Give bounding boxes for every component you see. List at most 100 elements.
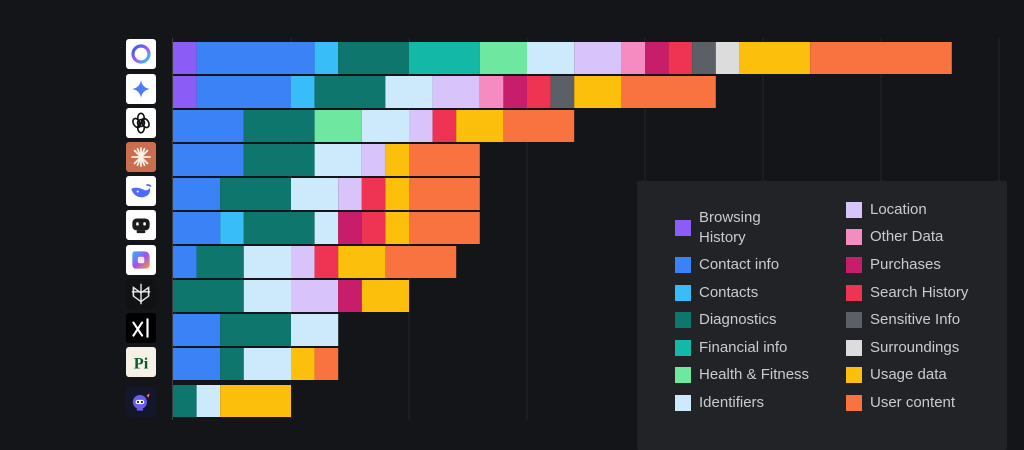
legend-label: Diagnostics (699, 311, 777, 328)
bar-segment-user-content (503, 110, 575, 142)
bar-segment-usage-data (385, 212, 409, 244)
legend-label: Usage data (870, 366, 947, 383)
bar-deepseek (173, 178, 480, 210)
legend-swatch (675, 257, 691, 273)
jasper-logo-icon (126, 387, 156, 417)
bar-segment-identifiers (291, 178, 339, 210)
bar-segment-contact-info (196, 42, 315, 74)
pi-logo-icon: Pi (126, 347, 156, 377)
bar-poe (173, 212, 480, 244)
bar-segment-diagnostics (173, 385, 197, 417)
poe-logo-icon (126, 210, 156, 240)
bar-segment-identifiers (527, 42, 575, 74)
legend-label: Health & Fitness (699, 366, 810, 383)
legend-label: Contacts (699, 284, 759, 301)
legend-label: Identifiers (699, 394, 765, 411)
bar-segment-contact-info (173, 110, 244, 142)
bar-segment-contact-info (196, 76, 291, 108)
legend-item: Location (846, 200, 927, 220)
bar-segment-purchases (338, 212, 362, 244)
bar-segment-search-history (361, 178, 386, 210)
legend-label: Location (870, 201, 927, 218)
bar-segment-contact-info (173, 348, 221, 380)
meta-ai-logo-icon (126, 39, 156, 69)
bar-segment-identifiers (314, 212, 339, 244)
bar-segment-usage-data (456, 110, 504, 142)
legend-swatch (846, 202, 862, 218)
bar-segment-contacts (291, 76, 315, 108)
bar-segment-browsing-history (173, 42, 197, 74)
bar-segment-diagnostics (314, 76, 386, 108)
deepseek-logo-icon (126, 176, 156, 206)
bar-segment-other-data (479, 76, 504, 108)
legend-item: Search History (846, 283, 968, 303)
bar-segment-contacts (220, 212, 244, 244)
bar-segment-search-history (314, 246, 339, 278)
bar-pi (173, 348, 339, 380)
bar-segment-identifiers (291, 314, 339, 346)
legend-swatch (675, 312, 691, 328)
legend-swatch (846, 340, 862, 356)
bar-segment-identifiers (243, 348, 291, 380)
legend-swatch (846, 229, 862, 245)
bar-segment-other-data (621, 42, 645, 74)
legend-swatch (675, 395, 691, 411)
bar-segment-location (409, 110, 433, 142)
legend: Browsing History Contact info Contacts D… (637, 181, 1007, 450)
bar-segment-location (291, 246, 315, 278)
bar-segment-user-content (385, 246, 457, 278)
bar-meta-ai (173, 42, 952, 74)
bar-segment-sensitive-info (550, 76, 575, 108)
claude-logo-icon (126, 142, 156, 172)
bar-segment-user-content (409, 178, 480, 210)
bar-segment-search-history (361, 212, 386, 244)
bar-segment-location (432, 76, 480, 108)
legend-swatch (675, 340, 691, 356)
grok-logo-icon (126, 313, 156, 343)
legend-swatch (675, 367, 691, 383)
bar-segment-identifiers (243, 246, 291, 278)
bar-segment-identifiers (196, 385, 221, 417)
legend-item: Identifiers (675, 393, 764, 413)
bar-segment-location (361, 144, 386, 176)
bar-perplexity (173, 280, 409, 312)
bar-segment-purchases (503, 76, 527, 108)
bar-segment-purchases (338, 280, 362, 312)
bar-segment-browsing-history (173, 76, 197, 108)
bar-segment-diagnostics (173, 280, 244, 312)
bar-segment-diagnostics (243, 212, 315, 244)
legend-swatch (675, 285, 691, 301)
legend-swatch (846, 312, 862, 328)
legend-item: Financial info (675, 338, 787, 358)
bars (173, 42, 952, 417)
legend-label: Other Data (870, 228, 944, 245)
bar-segment-contact-info (173, 144, 244, 176)
bar-segment-financial-info (409, 42, 480, 74)
bar-segment-user-content (314, 348, 339, 380)
legend-swatch (846, 257, 862, 273)
bar-segment-health-fitness (479, 42, 527, 74)
bar-segment-search-history (668, 42, 693, 74)
bar-segment-usage-data (338, 246, 386, 278)
bar-segment-location (291, 280, 339, 312)
bar-segment-contact-info (173, 212, 221, 244)
legend-item: Contacts (675, 283, 758, 303)
bar-segment-user-content (810, 42, 952, 74)
gemini-logo-icon (126, 74, 156, 104)
bar-segment-usage-data (385, 144, 409, 176)
legend-item: User content (846, 393, 955, 413)
bar-jasper (173, 385, 291, 417)
bar-segment-usage-data (361, 280, 409, 312)
legend-swatch (846, 395, 862, 411)
bar-segment-contact-info (173, 314, 221, 346)
bar-segment-contact-info (173, 246, 197, 278)
legend-item: Usage data (846, 365, 947, 385)
bar-segment-sensitive-info (692, 42, 716, 74)
bar-gemini (173, 76, 716, 108)
bar-segment-diagnostics (196, 246, 244, 278)
legend-item: Diagnostics (675, 310, 777, 330)
bar-segment-diagnostics (338, 42, 409, 74)
legend-item: Contact info (675, 255, 779, 275)
bar-segment-diagnostics (220, 178, 291, 210)
